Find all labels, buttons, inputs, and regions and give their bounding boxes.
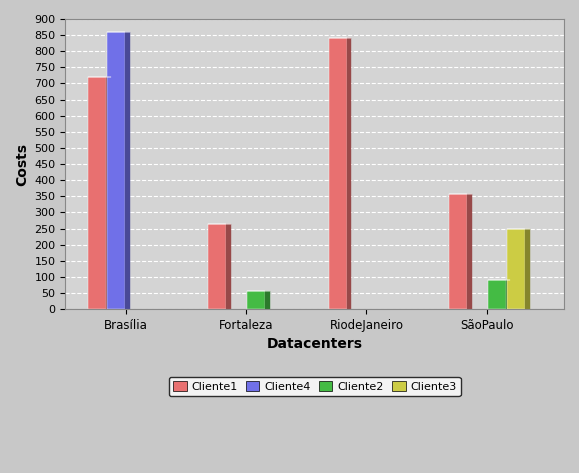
Polygon shape [525,228,530,309]
Polygon shape [347,38,351,309]
Bar [107,32,125,309]
Polygon shape [265,291,270,309]
Polygon shape [467,194,472,309]
Polygon shape [125,32,130,309]
Bar [247,291,265,309]
Bar [488,280,505,309]
Bar [87,77,106,309]
X-axis label: Datacenters: Datacenters [267,337,362,351]
Legend: Cliente1, Cliente4, Cliente2, Cliente3: Cliente1, Cliente4, Cliente2, Cliente3 [168,377,461,396]
Polygon shape [505,280,511,309]
Bar [449,194,467,309]
Polygon shape [226,224,231,309]
Bar [328,38,347,309]
Polygon shape [106,77,111,309]
Bar [507,228,525,309]
Y-axis label: Costs: Costs [15,142,29,185]
Bar [208,224,226,309]
